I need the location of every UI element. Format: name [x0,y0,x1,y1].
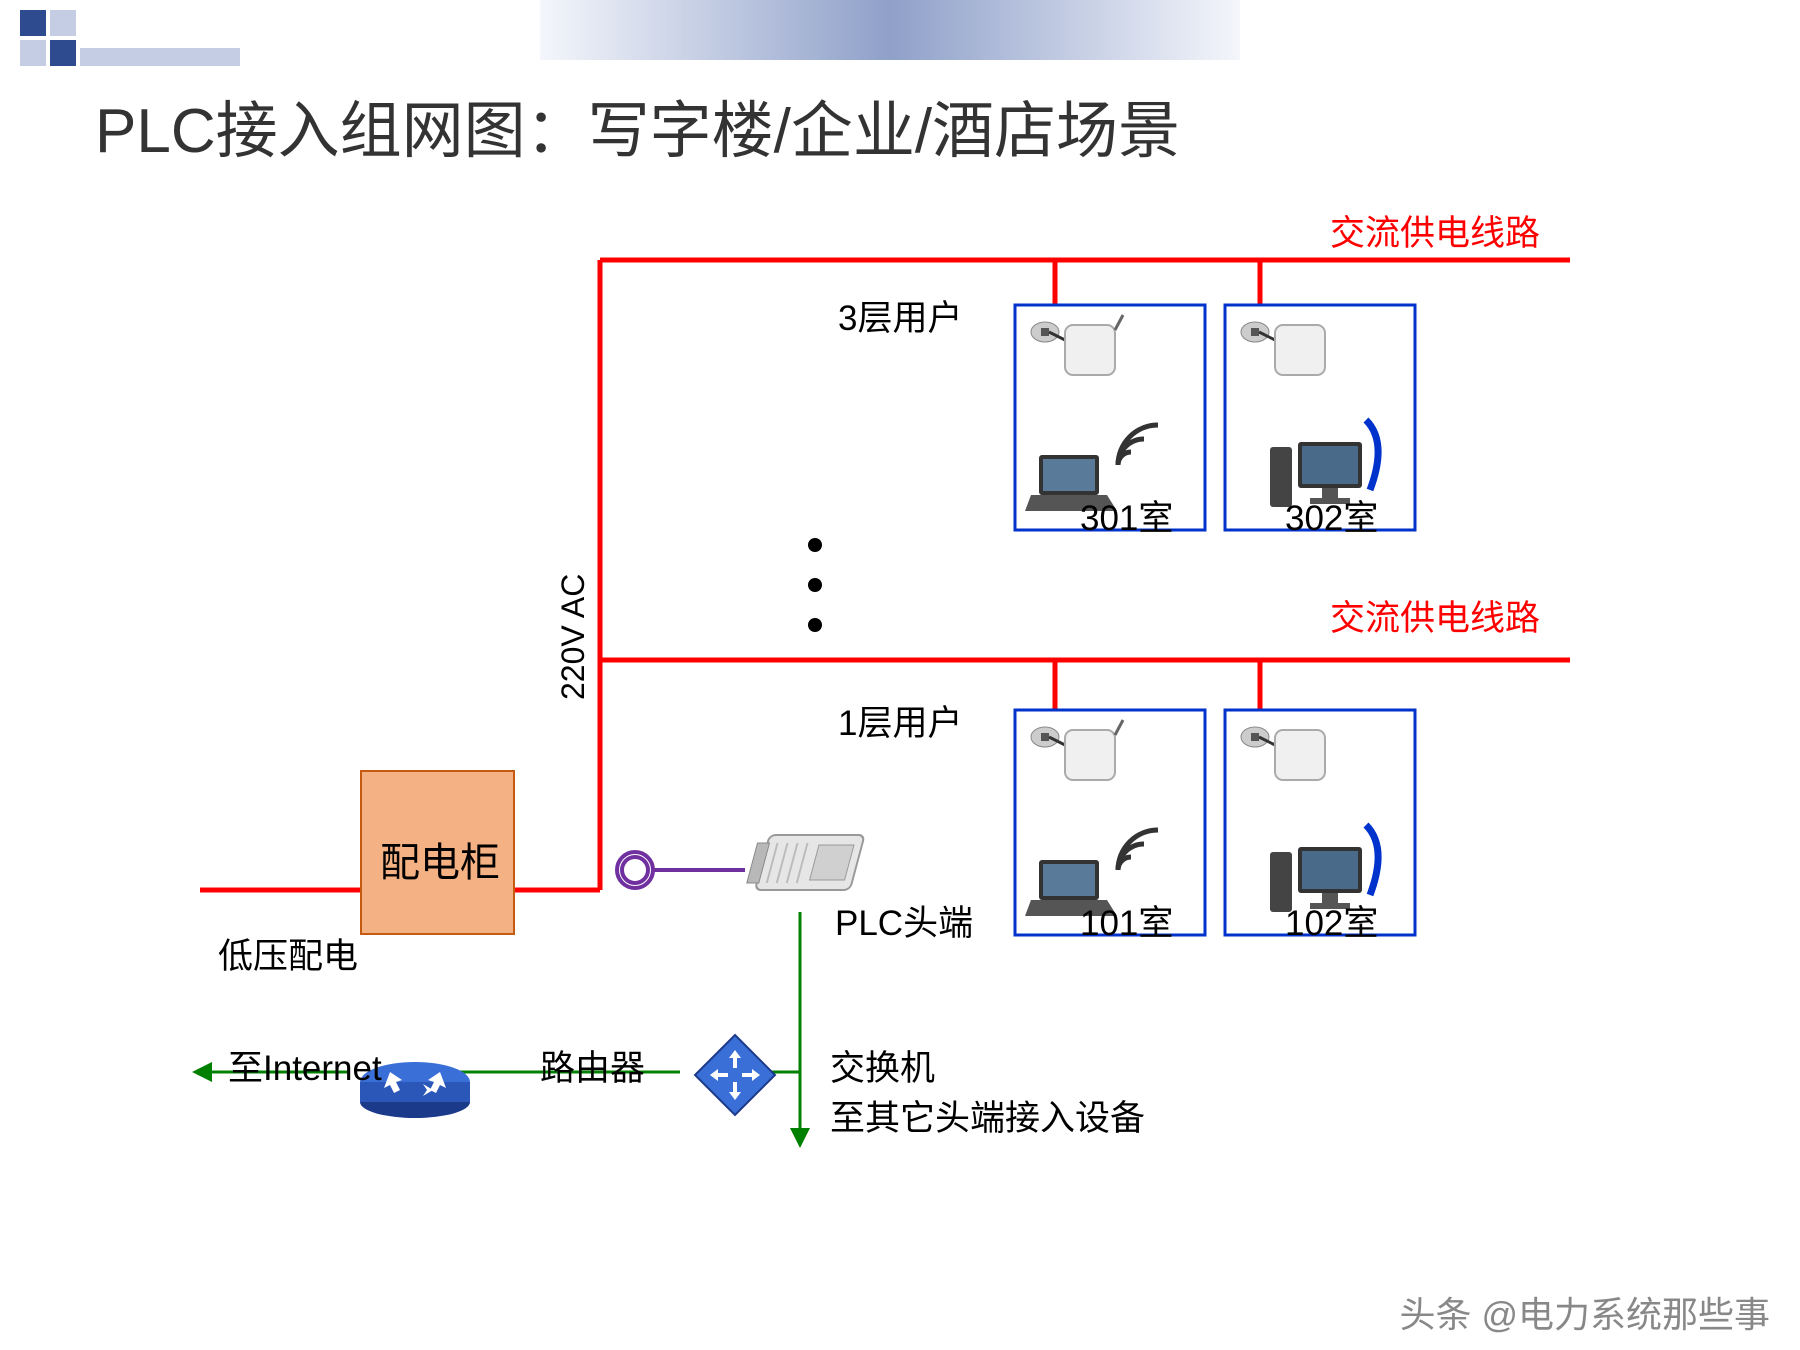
label-to_internet: 至Internet [228,1040,382,1091]
label-floor1: 1层用户 [838,695,962,746]
label-cabinet: 配电柜 [380,830,500,888]
page-title: PLC接入组网图：写字楼/企业/酒店场景 [95,80,1180,170]
label-to_other: 至其它头端接入设备 [830,1090,1145,1141]
label-room302: 302室 [1285,490,1378,541]
label-room102: 102室 [1285,895,1378,946]
label-room101: 101室 [1080,895,1173,946]
label-room301: 301室 [1080,490,1173,541]
label-ac_line_top: 交流供电线路 [1330,205,1540,256]
label-router: 路由器 [540,1040,645,1091]
top-gradient [540,0,1240,60]
label-volt: 220V AC [555,574,592,700]
wiring-svg [0,0,1800,1350]
label-plc_head: PLC头端 [835,895,973,946]
watermark: 头条 @电力系统那些事 [1399,1286,1770,1338]
label-switch: 交换机 [830,1040,935,1091]
label-ac_line_mid: 交流供电线路 [1330,590,1540,641]
switch-icon [690,1030,780,1120]
label-floor3: 3层用户 [838,290,962,341]
corner-decoration [0,0,260,80]
label-lv_dist: 低压配电 [218,928,358,979]
